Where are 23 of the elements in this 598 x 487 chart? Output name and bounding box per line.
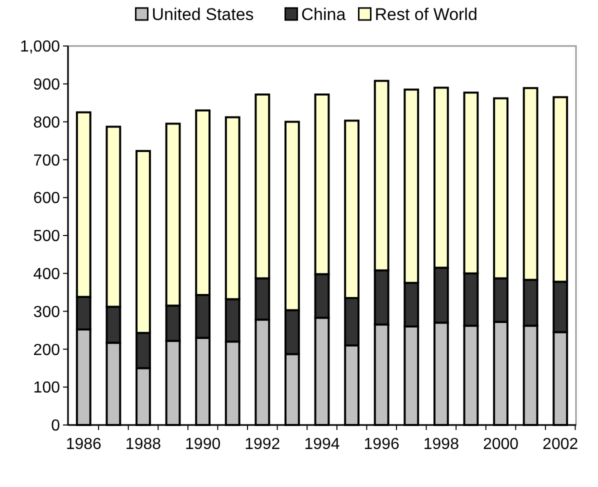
x-tick-label: 1988: [125, 436, 162, 453]
y-tick-label: 700: [33, 152, 60, 170]
y-tick-label: 0: [51, 418, 60, 435]
y-tick-label: 900: [33, 76, 60, 94]
y-tick-label: 500: [33, 228, 60, 246]
y-tick-label: 400: [33, 266, 60, 283]
x-tick-label: 1994: [304, 436, 340, 453]
x-tick-label: 2002: [542, 436, 578, 453]
legend-label: China: [301, 5, 346, 24]
x-tick-label: 1990: [185, 436, 221, 453]
x-tick-label: 1986: [66, 436, 102, 453]
y-tick-label: 300: [33, 304, 60, 321]
y-tick-label: 600: [33, 190, 60, 208]
x-tick-label: 1998: [423, 436, 460, 453]
legend-label: United States: [152, 5, 254, 24]
x-tick-label: 2000: [482, 436, 519, 453]
legend-label: Rest of World: [374, 5, 478, 24]
y-tick-label: 1,000: [20, 38, 60, 56]
y-tick-label: 100: [33, 380, 60, 397]
x-tick-label: 1992: [244, 436, 280, 453]
y-tick-label: 200: [33, 342, 60, 359]
y-tick-label: 800: [33, 114, 60, 132]
x-tick-label: 1996: [364, 436, 400, 453]
